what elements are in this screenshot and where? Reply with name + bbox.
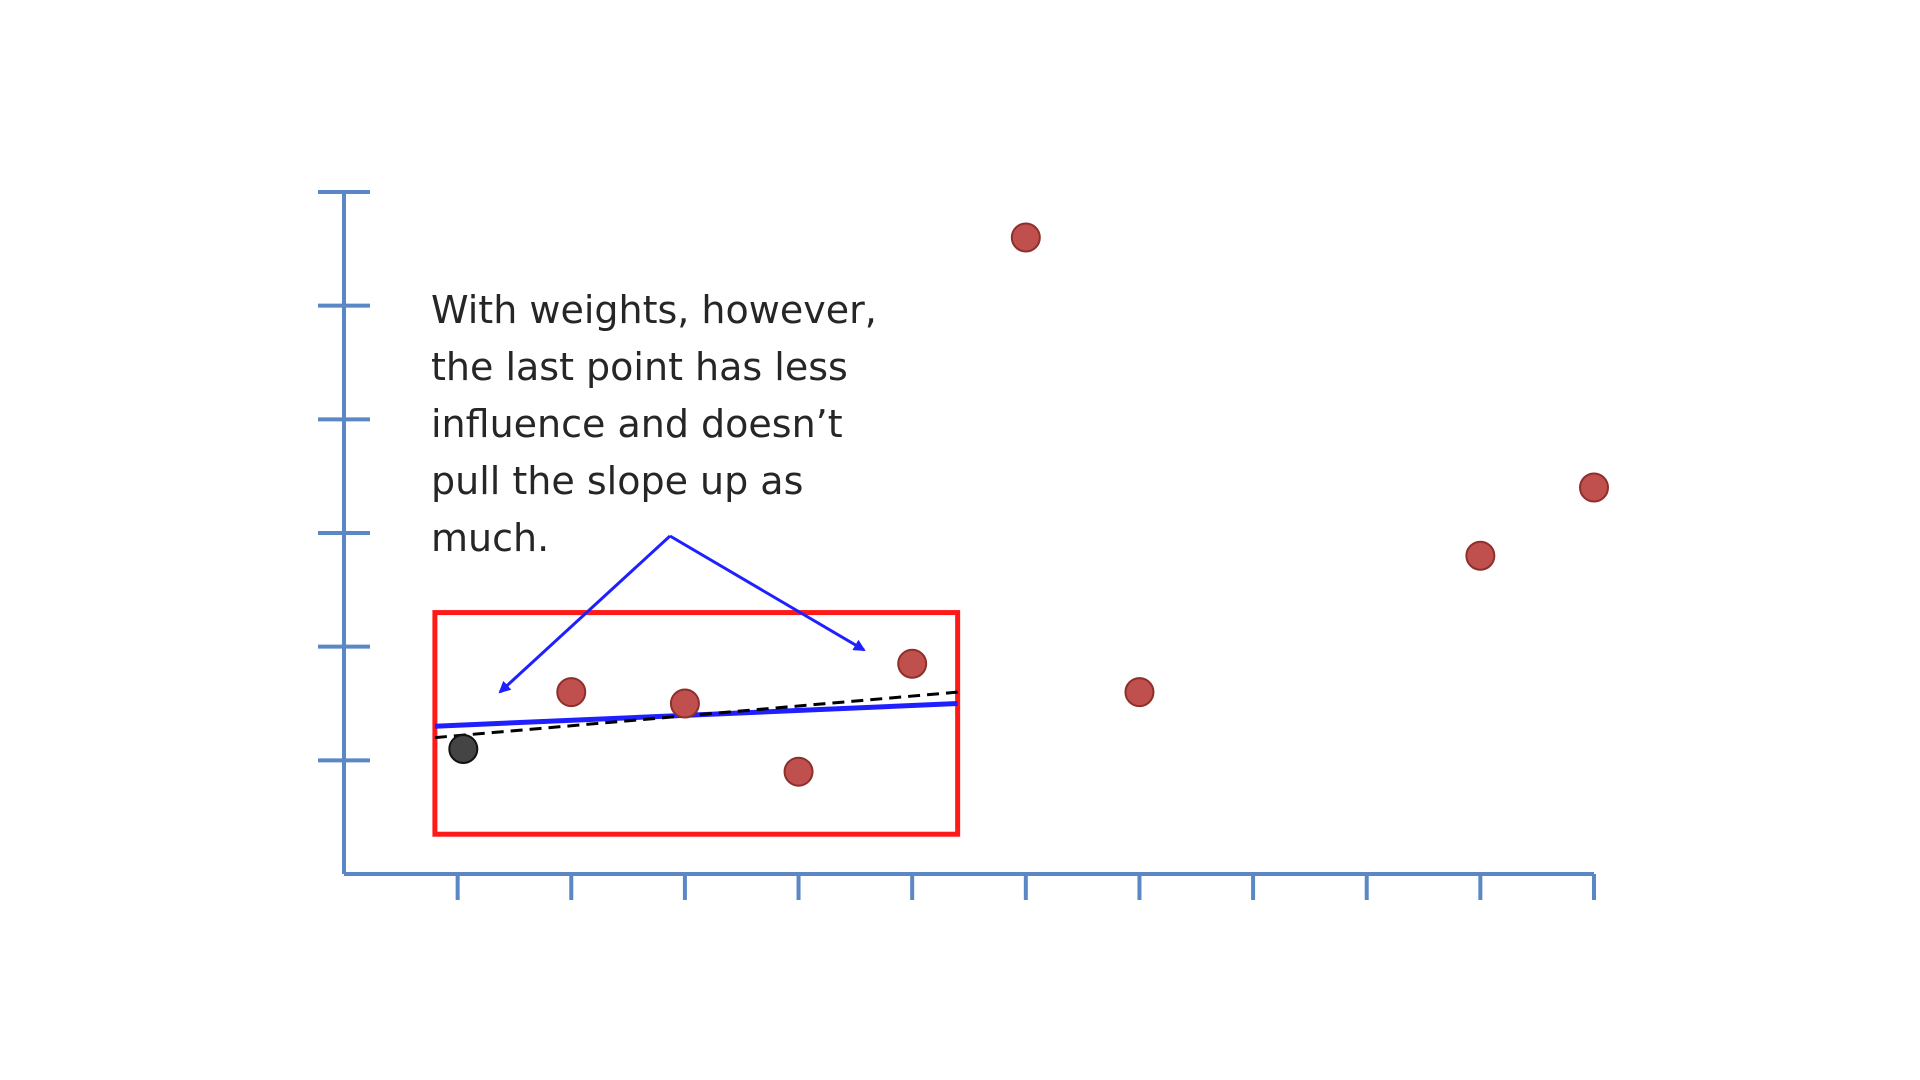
data-point <box>1465 540 1496 571</box>
unweighted-fit-line <box>434 690 958 740</box>
data-point <box>897 648 928 679</box>
annotation-line: influence and doesn’t <box>431 402 843 446</box>
data-point <box>556 677 587 708</box>
data-point <box>1124 677 1155 708</box>
data-point <box>783 756 814 787</box>
annotation-line: With weights, however, <box>431 288 877 332</box>
highlight-region <box>432 610 961 837</box>
annotation-text: With weights, however, the last point ha… <box>431 282 931 567</box>
weighted-data-point <box>448 733 479 764</box>
highlight-box <box>432 610 961 837</box>
data-point <box>1579 472 1609 503</box>
annotation-arrow-right <box>669 534 866 652</box>
annotation-arrow-left <box>498 534 672 694</box>
annotation-arrows <box>498 534 866 694</box>
axes <box>318 190 1596 900</box>
data-point <box>1010 222 1041 253</box>
annotation-line: much. <box>431 516 550 560</box>
annotation-line: the last point has less <box>431 345 848 389</box>
data-point <box>669 688 700 719</box>
fit-lines <box>434 690 958 740</box>
annotation-line: pull the slope up as <box>431 459 804 503</box>
weighted-fit-line <box>434 701 958 729</box>
data-points <box>448 222 1609 787</box>
